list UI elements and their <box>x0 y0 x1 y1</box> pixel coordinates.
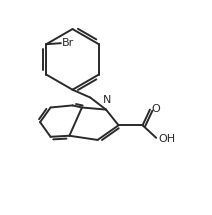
Text: Br: Br <box>62 38 74 48</box>
Text: OH: OH <box>158 134 175 144</box>
Text: N: N <box>103 95 111 105</box>
Text: O: O <box>152 104 160 114</box>
